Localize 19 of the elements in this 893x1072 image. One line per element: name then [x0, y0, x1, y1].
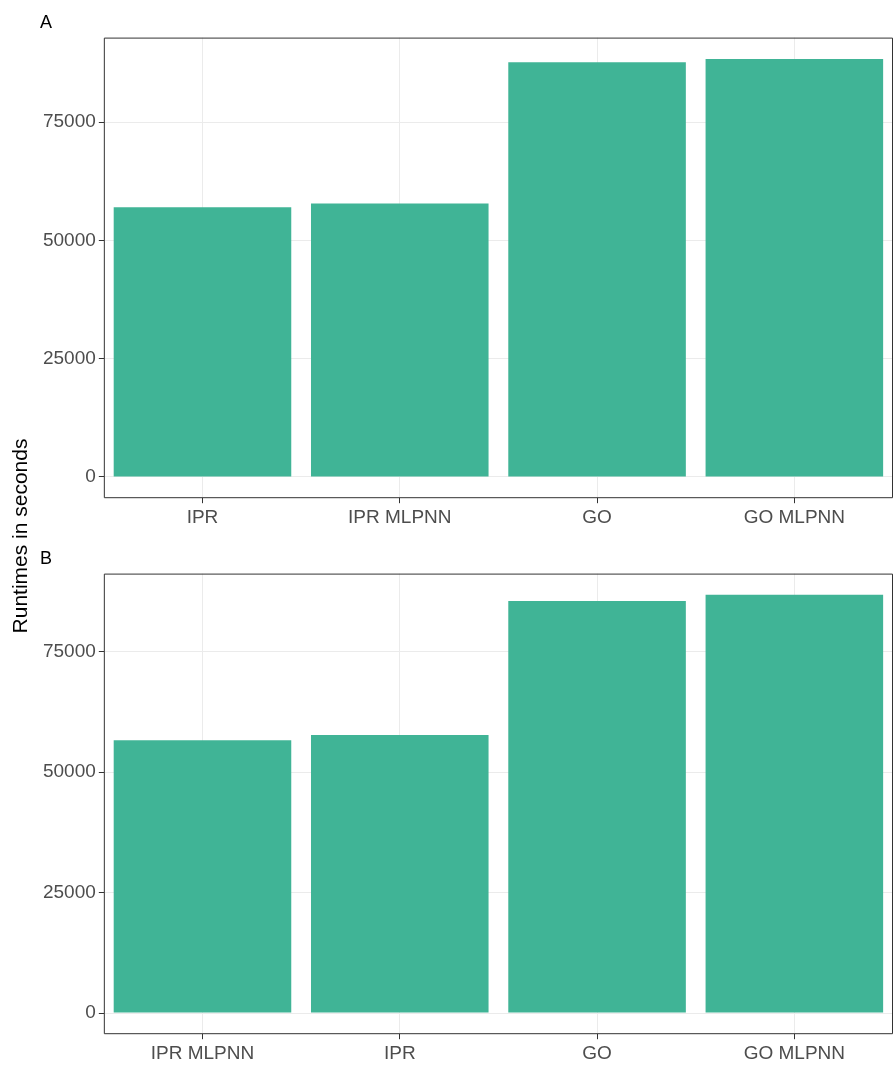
chart-title: A [40, 11, 53, 32]
y-tick-label: 75000 [42, 110, 96, 132]
y-tick-label: 0 [85, 1001, 96, 1023]
x-tick-label: GO [582, 1041, 612, 1063]
y-tick-label: 0 [85, 465, 96, 487]
y-tick-label: 25000 [42, 346, 96, 368]
x-tick-label: GO MLPNN [743, 1041, 846, 1063]
x-tick-label: IPR MLPNN [150, 1041, 255, 1063]
x-tick-label: IPR [383, 1041, 416, 1063]
y-tick-label: 50000 [42, 228, 96, 250]
x-tick-label: IPR MLPNN [348, 505, 452, 527]
y-tick-label: 25000 [42, 880, 96, 902]
x-tick-label: IPR [186, 505, 219, 527]
chart-title: B [40, 547, 53, 568]
x-tick-label: GO [582, 505, 612, 527]
y-axis-title: Runtimes in seconds [8, 438, 32, 634]
y-tick-label: 50000 [42, 760, 96, 782]
y-tick-label: 75000 [42, 639, 96, 661]
x-tick-label: GO MLPNN [743, 505, 846, 527]
